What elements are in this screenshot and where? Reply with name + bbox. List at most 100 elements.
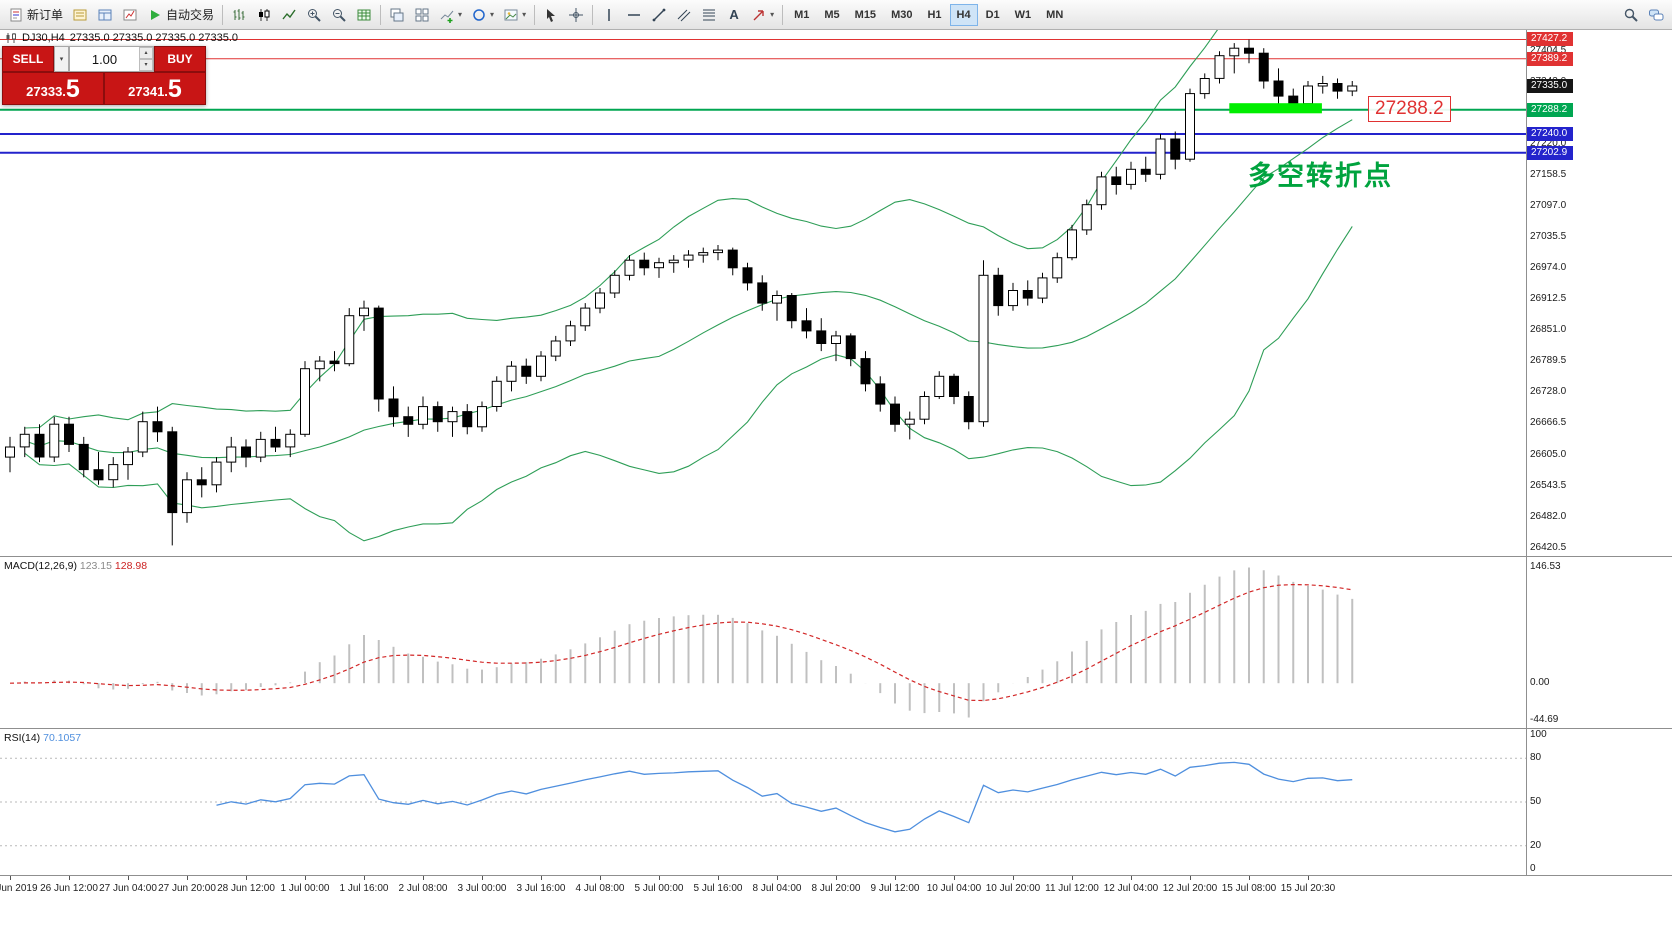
price-axis[interactable]: 27404.527343.027281.527220.027158.527097… [1527,30,1672,556]
vertical-line-button[interactable] [597,3,621,27]
candle-body [978,274,989,423]
macd-axis[interactable]: 146.53 0.00 -44.69 [1527,557,1672,728]
candle-body [772,295,782,304]
text-button[interactable]: A [722,3,746,27]
timeframe-m5[interactable]: M5 [817,4,846,26]
panel-divider[interactable] [0,728,1672,729]
zoom-out-icon [333,8,346,22]
main-chart[interactable] [0,30,1526,556]
navigator-button[interactable] [118,3,142,27]
trendline-icon [652,8,666,21]
zoom-in-button[interactable] [302,3,326,27]
timeframe-h1[interactable]: H1 [920,4,948,26]
zoom-out-button[interactable] [327,3,351,27]
tile-windows-button[interactable] [410,3,434,27]
candle-body [565,325,576,342]
arrows-button[interactable]: ▾ [747,3,778,27]
price-tick-label: 26420.5 [1530,541,1567,553]
candle-body [49,423,60,458]
macd-panel[interactable] [0,557,1526,728]
candle-body [934,375,945,397]
grid-button[interactable] [352,3,376,27]
volume-up-button[interactable]: ▴ [139,47,153,59]
indicators-button[interactable]: ▾ [435,3,466,27]
volume-down-button[interactable]: ▾ [139,59,153,71]
horizontal-line-button[interactable] [622,3,646,27]
time-tick [1190,876,1191,880]
vertical-line-icon [608,8,610,21]
price-tick-label: 26543.5 [1530,479,1567,491]
candle-body [1288,95,1299,105]
data-window-button[interactable] [93,3,117,27]
objects-button[interactable]: ▾ [499,3,530,27]
volume-input[interactable] [70,47,139,71]
market-watch-button[interactable] [68,3,92,27]
tile-windows-icon [415,8,429,21]
rsi-axis-label: 80 [1530,752,1542,764]
timeframe-w1[interactable]: W1 [1008,4,1039,26]
rsi-axis-label: 50 [1530,796,1542,807]
bar-chart-button[interactable] [227,3,251,27]
timeframe-mn[interactable]: MN [1039,4,1070,26]
candle-body [462,411,473,428]
time-label: 25 Jun 2019 [0,883,38,894]
time-label: 10 Jul 04:00 [926,883,982,894]
macd-name: MACD(12,26,9) [4,560,77,572]
rsi-value: 70.1057 [43,732,82,744]
rsi-axis[interactable]: 100 80 50 20 0 [1527,729,1672,875]
fibonacci-button[interactable] [697,3,721,27]
horizontal-line-icon [628,13,641,16]
cycles-button[interactable]: ▾ [467,3,498,27]
price-level-label: 27427.2 [1527,32,1573,47]
candle-body [742,267,753,284]
candle-body [329,360,340,365]
macd-signal-line [9,583,1353,702]
line-chart-button[interactable] [277,3,301,27]
market-watch-icon [73,9,87,20]
candle-body [875,383,886,405]
timeframe-m1[interactable]: M1 [787,4,816,26]
buy-price-button[interactable]: 27341. 5 [104,72,206,105]
price-tick-label: 27220.0 [1530,138,1567,150]
candle-body [1244,47,1254,54]
trendline-button[interactable] [647,3,671,27]
price-callout-box[interactable]: 27288.2 [1368,96,1451,122]
toolbar: 新订单 自动交易 ▾ ▾ [0,0,1672,30]
timeframe-m30[interactable]: M30 [884,4,919,26]
candle-body [801,320,812,332]
time-tick [718,876,719,880]
bollinger-band [24,119,1353,459]
time-tick [69,876,70,880]
panel-divider[interactable] [0,556,1672,557]
buy-label: BUY [167,52,193,66]
sell-price-button[interactable]: 27333. 5 [2,72,104,105]
timeframe-d1[interactable]: D1 [979,4,1007,26]
candle-body [919,396,930,420]
order-settings-dropdown[interactable]: ▾ [54,46,69,72]
indicators-plus-icon [440,10,454,23]
search-button[interactable] [1619,3,1643,27]
rsi-panel[interactable] [0,729,1526,875]
candlestick-chart-button[interactable] [252,3,276,27]
time-tick [1249,876,1250,880]
timeframe-h4[interactable]: H4 [949,3,978,26]
highlight-rect [1229,103,1322,114]
sell-button[interactable]: SELL [2,46,54,72]
new-order-button[interactable]: 新订单 [4,3,67,27]
chat-button[interactable] [1644,3,1668,27]
candle-body [123,451,133,466]
cascade-windows-button[interactable] [385,3,409,27]
buy-button[interactable]: BUY [154,46,206,72]
candle-body [1185,93,1195,160]
auto-trading-button[interactable]: 自动交易 [143,3,218,27]
crosshair-button[interactable] [564,3,588,27]
candle-body [93,469,104,481]
timeframe-m15[interactable]: M15 [848,4,883,26]
channel-button[interactable] [672,3,696,27]
cursor-button[interactable] [539,3,563,27]
time-label: 15 Jul 08:00 [1221,883,1277,894]
toolbar-separator [222,4,224,25]
buy-price-big-digit: 5 [167,75,182,103]
turning-point-note[interactable]: 多空转折点 [1248,161,1393,191]
